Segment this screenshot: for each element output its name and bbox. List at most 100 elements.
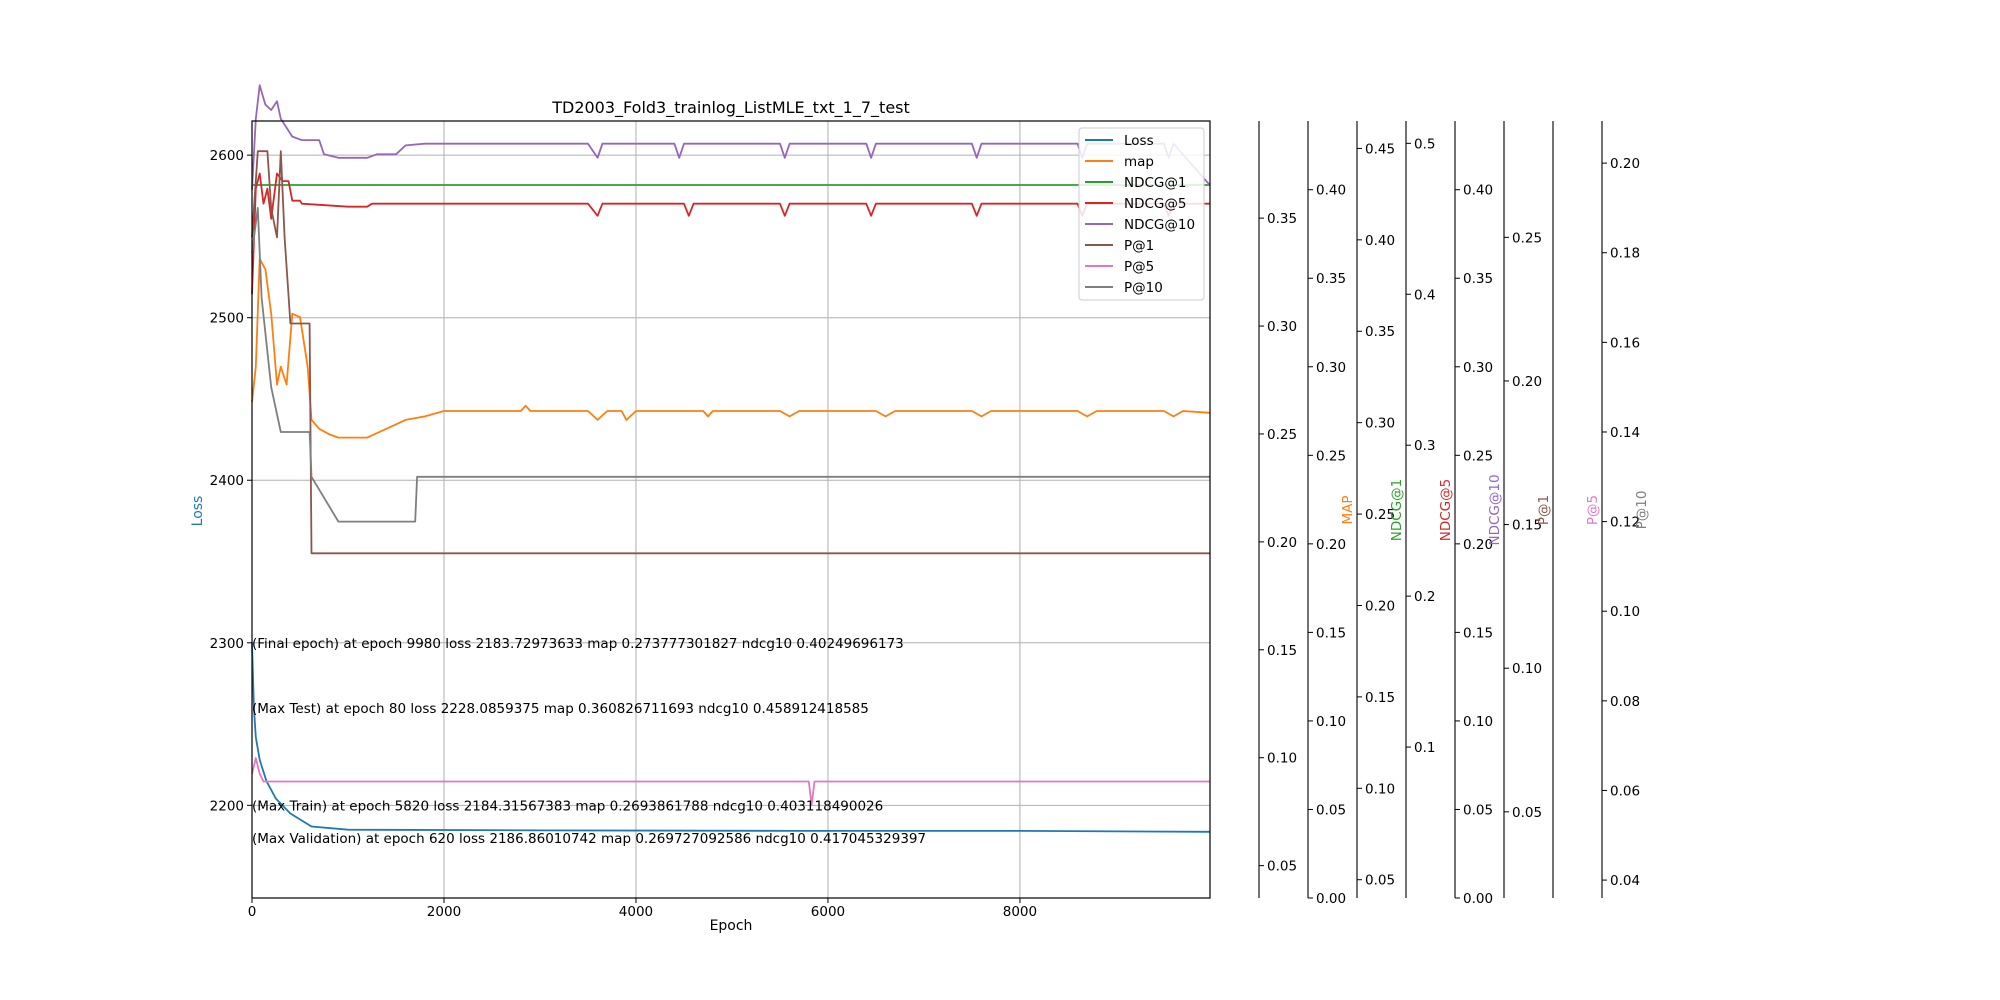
legend-label: NDCG@5 — [1124, 196, 1186, 212]
x-tick-label: 2000 — [427, 904, 461, 920]
extra-axis-tick-label: 0.06 — [1610, 783, 1640, 799]
extra-axis-tick-label: 0.35 — [1365, 324, 1395, 340]
series-line-ndcg10 — [251, 84, 1211, 190]
extra-axis-tick-label: 0.12 — [1610, 515, 1640, 531]
legend-label: NDCG@1 — [1124, 175, 1186, 191]
extra-axis-label: NDCG@1 — [1389, 479, 1405, 541]
extra-axis-label: NDCG@5 — [1438, 479, 1454, 541]
x-axis-label: Epoch — [710, 918, 753, 934]
extra-axis-tick-label: 0.25 — [1463, 448, 1493, 464]
extra-axis-tick-label: 0.25 — [1267, 427, 1297, 443]
extra-axis-tick-label: 0.20 — [1463, 537, 1493, 553]
extra-axis-tick-label: 0.40 — [1463, 183, 1493, 199]
extra-axes: 0.050.100.150.200.250.300.350.000.050.10… — [1258, 121, 1650, 907]
extra-axis-tick-label: 0.30 — [1316, 360, 1346, 376]
series-line-p10 — [251, 206, 1210, 523]
extra-axis-tick-label: 0.14 — [1610, 425, 1640, 441]
extra-axis-label: P@10 — [1634, 491, 1650, 530]
extra-axis-tick-label: 0.15 — [1267, 643, 1297, 659]
extra-axis-tick-label: 0.00 — [1316, 891, 1346, 907]
annotation-text: (Final epoch) at epoch 9980 loss 2183.72… — [252, 636, 904, 652]
extra-axis-tick-label: 0.00 — [1463, 891, 1493, 907]
legend-label: P@1 — [1124, 238, 1154, 254]
main-axis-ticks: 0 2000 4000 6000 8000 2200 2300 2400 2500 2600 — [210, 148, 1037, 920]
extra-axis-tick-label: 0.40 — [1316, 183, 1346, 199]
extra-axis-tick-label: 0.15 — [1512, 518, 1542, 534]
extra-axis-tick-label: 0.45 — [1365, 141, 1395, 157]
extra-axis-tick-label: 0.20 — [1316, 537, 1346, 553]
extra-axis-tick-label: 0.25 — [1512, 230, 1542, 246]
extra-axis-tick-label: 0.10 — [1610, 604, 1640, 620]
extra-axis-tick-label: 0.10 — [1365, 781, 1395, 797]
extra-axis-tick-label: 0.40 — [1365, 233, 1395, 249]
y-tick-label: 2400 — [210, 473, 244, 489]
extra-axis-label: NDCG@10 — [1487, 474, 1503, 545]
extra-axis-tick-label: 0.15 — [1463, 625, 1493, 641]
extra-axis-tick-label: 0.20 — [1610, 156, 1640, 172]
annotation-text: (Max Validation) at epoch 620 loss 2186.… — [252, 831, 926, 847]
legend-label: P@5 — [1124, 259, 1154, 275]
series-lines — [251, 84, 1211, 833]
x-tick-label: 4000 — [619, 904, 653, 920]
y-axis-label: Loss — [190, 496, 206, 527]
extra-axis-label: P@5 — [1585, 495, 1601, 525]
y-tick-label: 2300 — [210, 636, 244, 652]
annotation-text: (Max Test) at epoch 80 loss 2228.0859375… — [252, 701, 869, 717]
legend-label: P@10 — [1124, 280, 1163, 296]
y-tick-label: 2200 — [210, 798, 244, 814]
extra-axis-tick-label: 0.4 — [1414, 287, 1435, 303]
extra-axis-tick-label: 0.18 — [1610, 246, 1640, 262]
annotation-text: (Max Train) at epoch 5820 loss 2184.3156… — [252, 798, 883, 814]
x-tick-label: 8000 — [1003, 904, 1037, 920]
extra-axis-tick-label: 0.25 — [1316, 448, 1346, 464]
extra-axis-label: P@1 — [1536, 495, 1552, 525]
legend-label: map — [1124, 154, 1154, 170]
x-tick-label: 6000 — [811, 904, 845, 920]
extra-axis-tick-label: 0.2 — [1414, 589, 1435, 605]
y-tick-label: 2500 — [210, 311, 244, 327]
extra-axis-tick-label: 0.10 — [1267, 751, 1297, 767]
legend-label: NDCG@10 — [1124, 217, 1195, 233]
extra-axis-tick-label: 0.08 — [1610, 694, 1640, 710]
extra-axis-tick-label: 0.20 — [1267, 535, 1297, 551]
extra-axis-tick-label: 0.3 — [1414, 438, 1435, 454]
y-tick-label: 2600 — [210, 148, 244, 164]
extra-axis-tick-label: 0.5 — [1414, 136, 1435, 152]
plot-frame — [251, 120, 1211, 899]
extra-axis-tick-label: 0.05 — [1463, 802, 1493, 818]
x-tick-label: 0 — [248, 904, 257, 920]
extra-axis-tick-label: 0.35 — [1316, 271, 1346, 287]
extra-axis-tick-label: 0.10 — [1316, 714, 1346, 730]
extra-axis-tick-label: 0.35 — [1267, 211, 1297, 227]
legend-label: Loss — [1124, 133, 1154, 149]
extra-axis-tick-label: 0.05 — [1512, 805, 1542, 821]
series-line-ndcg5 — [251, 172, 1210, 295]
extra-axis-tick-label: 0.15 — [1316, 625, 1346, 641]
extra-axis-label: MAP — [1340, 495, 1356, 524]
legend: Loss map NDCG@1 NDCG@5 NDCG@10 P@1 P@5 P@10 — [1078, 127, 1205, 301]
extra-axis-tick-label: 0.16 — [1610, 335, 1640, 351]
extra-axis-tick-label: 0.30 — [1267, 319, 1297, 335]
series-line-loss — [251, 642, 1211, 833]
series-line-map — [251, 257, 1211, 439]
extra-axis-tick-label: 0.05 — [1267, 859, 1297, 875]
extra-axis-tick-label: 0.04 — [1610, 873, 1640, 889]
extra-axis-tick-label: 0.30 — [1365, 416, 1395, 432]
extra-axis-tick-label: 0.30 — [1463, 360, 1493, 376]
series-line-p5 — [251, 757, 1210, 806]
extra-axis-tick-label: 0.20 — [1365, 598, 1395, 614]
extra-axis-tick-label: 0.25 — [1365, 507, 1395, 523]
series-line-p1 — [251, 150, 1210, 555]
extra-axis-tick-label: 0.1 — [1414, 740, 1435, 756]
grid — [251, 121, 1210, 898]
extra-axis-tick-label: 0.15 — [1365, 690, 1395, 706]
extra-axis-tick-label: 0.05 — [1365, 873, 1395, 889]
legend-box — [1078, 127, 1205, 301]
chart-title: TD2003_Fold3_trainlog_ListMLE_txt_1_7_te… — [551, 98, 910, 118]
extra-axis-tick-label: 0.10 — [1512, 661, 1542, 677]
extra-axis-tick-label: 0.10 — [1463, 714, 1493, 730]
annotations: (Final epoch) at epoch 9980 loss 2183.72… — [252, 636, 926, 847]
extra-axis-tick-label: 0.35 — [1463, 271, 1493, 287]
